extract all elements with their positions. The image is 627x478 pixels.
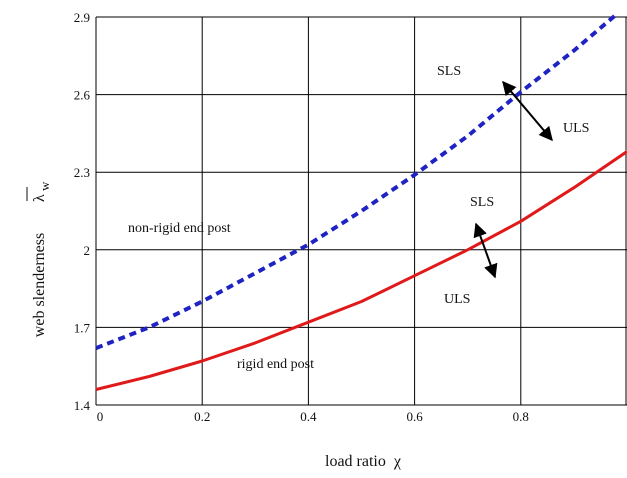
- annotations: non-rigid end post rigid end post SLS UL…: [128, 64, 589, 372]
- x-tick-label: 0.4: [300, 409, 317, 424]
- y-axis-symbol-subscript: w: [37, 181, 52, 191]
- series-line-dashed: [95, 12, 618, 350]
- x-axis-label-text: load ratio: [325, 453, 386, 470]
- y-tick-label: 2.6: [74, 88, 91, 103]
- annotation-uls-upper: ULS: [563, 121, 589, 136]
- double-arrow-upper: [502, 80, 553, 142]
- x-tick-label: 0: [97, 409, 104, 424]
- x-tick-label: 0.8: [513, 409, 529, 424]
- series-group: [95, 12, 627, 391]
- y-axis-label: web slenderness λ w: [26, 181, 52, 337]
- x-axis-symbol: χ: [393, 453, 402, 470]
- annotation-rigid-end-post: rigid end post: [237, 357, 314, 372]
- y-tick-label: 2.9: [74, 10, 90, 25]
- y-axis-symbol: λ: [31, 194, 48, 202]
- annotation-sls-upper: SLS: [437, 64, 461, 79]
- grid: [95, 16, 627, 406]
- y-tick-label: 1.7: [74, 320, 91, 335]
- tick-labels: 0 0.2 0.4 0.6 0.8 1.4 1.7 2 2.3 2.6 2.9: [74, 10, 529, 424]
- x-axis-label: load ratio χ: [325, 453, 402, 470]
- series-line-solid: [95, 150, 627, 391]
- double-arrow-lower: [473, 222, 498, 279]
- y-tick-label: 2.3: [74, 165, 90, 180]
- y-tick-label: 2: [84, 243, 91, 258]
- annotation-non-rigid-end-post: non-rigid end post: [128, 221, 231, 236]
- x-tick-label: 0.6: [406, 409, 423, 424]
- annotation-uls-lower: ULS: [444, 292, 470, 307]
- y-tick-label: 1.4: [74, 398, 91, 413]
- axis-labels: load ratio χ web slenderness λ w: [26, 181, 402, 470]
- annotation-sls-lower: SLS: [470, 195, 494, 210]
- y-axis-label-text: web slenderness: [31, 233, 48, 337]
- x-tick-label: 0.2: [194, 409, 210, 424]
